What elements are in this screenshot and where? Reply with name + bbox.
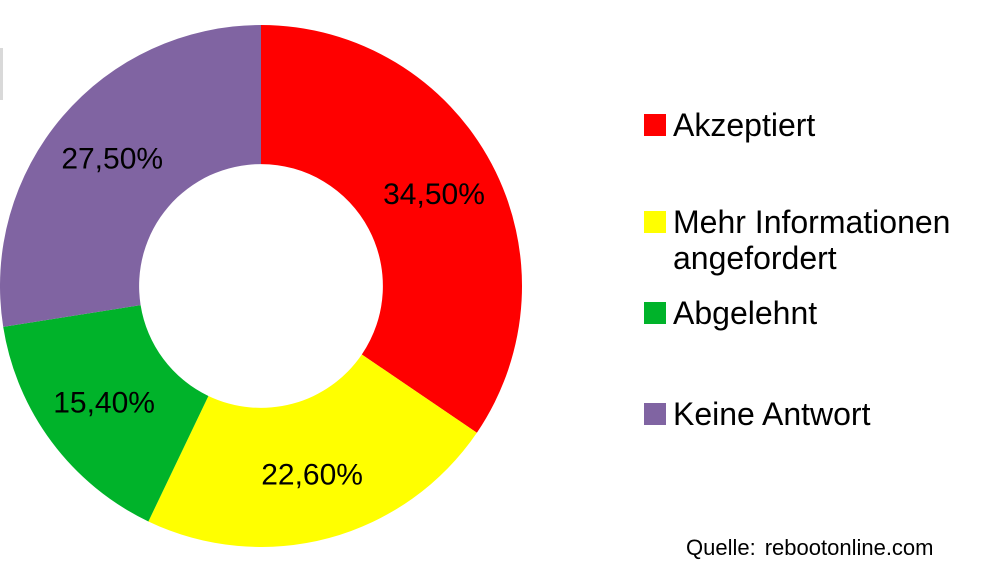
- legend-item-keine-antwort: Keine Antwort: [644, 396, 870, 432]
- screen-edge-artifact: [0, 48, 3, 100]
- legend-label-akzeptiert: Akzeptiert: [673, 107, 816, 143]
- donut-segment-3: [0, 25, 261, 327]
- donut-segment-2: [3, 305, 209, 522]
- source-citation: Quelle: rebootonline.com: [686, 535, 934, 561]
- legend-marker-abgelehnt: [644, 302, 666, 324]
- legend-label-keine-antwort: Keine Antwort: [673, 396, 871, 432]
- segment-label-0: 34,50%: [383, 178, 485, 211]
- source-label: Quelle:: [686, 535, 756, 560]
- legend-item-mehr-informationen: Mehr Informationen angefordert: [644, 204, 983, 276]
- donut-chart: 34,50% 22,60% 15,40% 27,50%: [0, 25, 522, 547]
- segment-label-3: 27,50%: [61, 142, 163, 175]
- segment-label-1: 22,60%: [261, 459, 363, 492]
- donut-segment-0: [261, 25, 522, 433]
- legend-item-abgelehnt: Abgelehnt: [644, 295, 817, 331]
- legend-label-mehr-informationen: Mehr Informationen angefordert: [673, 204, 951, 276]
- legend-marker-mehr-informationen: [644, 211, 666, 233]
- legend-label-abgelehnt: Abgelehnt: [673, 295, 818, 331]
- donut-segment-1: [148, 354, 477, 547]
- legend-marker-keine-antwort: [644, 403, 666, 425]
- chart-legend: Akzeptiert Mehr Informationen angeforder…: [644, 0, 1000, 520]
- legend-marker-akzeptiert: [644, 114, 666, 136]
- source-value: rebootonline.com: [764, 535, 934, 560]
- legend-item-akzeptiert: Akzeptiert: [644, 107, 815, 143]
- segment-label-2: 15,40%: [53, 387, 155, 420]
